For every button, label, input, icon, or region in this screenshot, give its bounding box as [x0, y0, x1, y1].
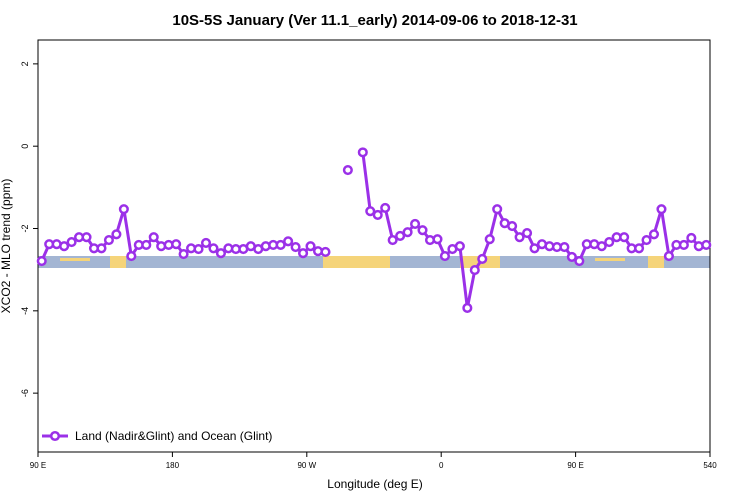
- point: [387, 234, 398, 246]
- point: [141, 239, 152, 251]
- point: [686, 232, 697, 244]
- point: [656, 204, 667, 215]
- point: [596, 241, 607, 252]
- legend-label: Land (Nadir&Glint) and Ocean (Glint): [75, 429, 272, 443]
- point: [701, 239, 712, 251]
- point: [566, 251, 577, 262]
- point: [417, 225, 428, 236]
- point: [529, 243, 540, 254]
- point: [432, 234, 443, 245]
- point: [357, 147, 368, 158]
- point: [59, 241, 70, 252]
- point: [126, 251, 137, 262]
- x-tick-label: 90 W: [297, 461, 316, 470]
- point: [648, 229, 660, 240]
- legend-marker: [49, 430, 61, 442]
- point: [365, 206, 376, 217]
- y-tick-label: -6: [20, 389, 30, 397]
- point: [305, 241, 316, 252]
- point: [96, 243, 107, 254]
- point: [469, 265, 480, 276]
- x-tick-label: 90 E: [567, 461, 583, 470]
- point: [193, 244, 204, 255]
- point: [178, 248, 189, 260]
- y-axis-label: XCO2 - MLO trend (ppm): [0, 179, 13, 314]
- point: [171, 239, 182, 250]
- point: [118, 204, 129, 215]
- point: [290, 241, 301, 253]
- map-strip: [38, 256, 710, 268]
- point: [342, 165, 353, 176]
- point: [634, 243, 645, 254]
- point: [663, 251, 674, 262]
- point: [283, 236, 294, 247]
- point: [522, 227, 533, 239]
- y-tick-label: -4: [20, 307, 30, 315]
- point: [372, 209, 383, 220]
- point: [81, 232, 92, 243]
- point: [641, 234, 652, 246]
- x-tick-label: 180: [166, 461, 180, 470]
- x-axis-label: Longitude (deg E): [327, 477, 422, 491]
- point: [275, 239, 286, 251]
- point: [492, 204, 503, 215]
- point: [148, 232, 159, 243]
- y-tick-label: 0: [20, 144, 30, 149]
- point: [320, 246, 331, 258]
- point: [462, 302, 473, 313]
- point: [559, 241, 570, 253]
- point: [402, 227, 413, 238]
- point: [200, 237, 212, 248]
- point: [111, 229, 122, 240]
- series-line: [40, 152, 707, 309]
- point: [514, 232, 525, 243]
- y-tick-label: -2: [20, 224, 30, 232]
- point: [103, 234, 114, 246]
- point: [208, 243, 219, 254]
- point: [410, 218, 421, 230]
- point: [574, 255, 585, 267]
- point: [380, 202, 391, 213]
- point: [507, 220, 518, 232]
- chart-title: 10S-5S January (Ver 11.1_early) 2014-09-…: [172, 12, 577, 29]
- point: [298, 248, 309, 259]
- point: [619, 232, 630, 243]
- x-tick-label: 540: [703, 461, 717, 470]
- point: [395, 230, 406, 241]
- point: [477, 253, 488, 265]
- point: [36, 255, 47, 267]
- x-tick-label: 90 E: [30, 461, 46, 470]
- point: [604, 237, 615, 248]
- point: [66, 237, 77, 248]
- point: [215, 248, 226, 259]
- point: [678, 239, 689, 251]
- y-tick-label: 2: [20, 61, 30, 66]
- point: [439, 251, 450, 262]
- point: [484, 234, 495, 245]
- x-tick-label: 0: [439, 461, 444, 470]
- point: [454, 241, 465, 252]
